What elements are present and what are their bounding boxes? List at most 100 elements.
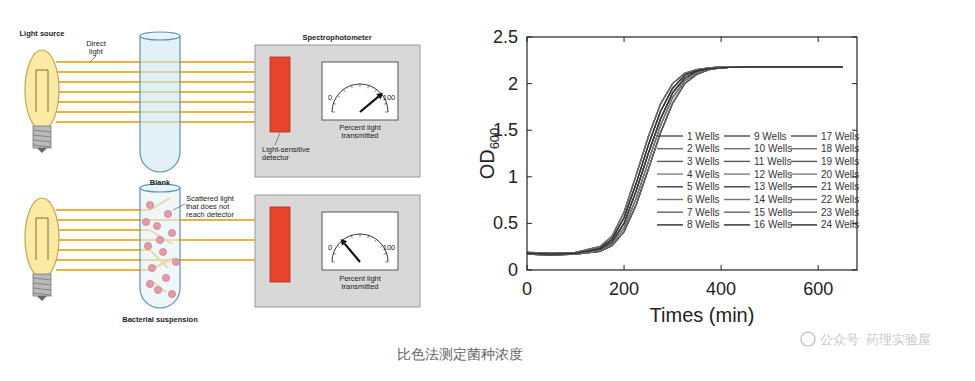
needle — [360, 97, 378, 112]
meter-label: transmitted — [341, 282, 378, 291]
base-thread — [33, 288, 51, 290]
needle-head — [376, 93, 383, 100]
meter-tick — [333, 103, 336, 105]
y-tick-label: 2.5 — [493, 27, 518, 47]
y-tick — [527, 83, 532, 84]
legend-entry: 6 Wells — [687, 194, 720, 205]
growth-curve — [527, 67, 842, 254]
bacterium — [144, 242, 151, 249]
base-thread — [33, 140, 51, 142]
legend: 1 Wells2 Wells3 Wells4 Wells5 Wells6 Wel… — [657, 131, 859, 231]
growth-curve — [527, 67, 842, 254]
legend-entry: 9 Wells — [754, 131, 787, 142]
light-beam — [56, 239, 150, 241]
x-tick — [624, 37, 625, 42]
legend-swatch — [791, 135, 817, 136]
growth-curve — [527, 67, 842, 254]
meter-tick — [375, 89, 377, 91]
detector-label: detector — [262, 153, 290, 162]
meter-tick — [333, 253, 336, 255]
legend-entry: 3 Wells — [687, 156, 720, 167]
x-tick — [721, 37, 722, 42]
light-source-label: Light source — [19, 29, 64, 38]
y-tick — [852, 37, 857, 38]
y-axis-label: OD600 — [476, 128, 502, 180]
pointer — [275, 133, 280, 145]
legend-swatch — [724, 161, 750, 162]
meter-tick — [351, 85, 353, 88]
base-thread — [33, 145, 51, 147]
legend-entry: 15 Wells — [754, 207, 792, 218]
light-beam — [56, 219, 150, 221]
legend-entry: 5 Wells — [687, 181, 720, 192]
legend-swatch — [724, 135, 750, 136]
legend-entry: 22 Wells — [821, 194, 859, 205]
legend-swatch — [657, 224, 683, 225]
growth-curve — [527, 67, 842, 253]
legend-entry: 24 Wells — [821, 219, 859, 230]
filament — [36, 218, 48, 260]
spectrophotometer-box — [255, 195, 420, 307]
legend-swatch — [791, 148, 817, 149]
light-beam — [56, 209, 150, 211]
legend-entry: 16 Wells — [754, 219, 792, 230]
chart: 020040060000.511.522.5Times (min)OD6001 … — [476, 27, 859, 326]
legend-swatch — [791, 186, 817, 187]
bacterium — [162, 274, 169, 281]
x-axis-label: Times (min) — [650, 304, 755, 326]
growth-curve — [527, 67, 842, 255]
bulb-tip — [37, 296, 47, 301]
growth-curve — [527, 67, 842, 253]
meter-max: 100 — [383, 93, 396, 102]
legend-swatch — [724, 199, 750, 200]
growth-curve — [527, 67, 842, 254]
legend-swatch — [724, 211, 750, 212]
light-beam — [56, 249, 150, 251]
meter-tick — [375, 239, 377, 241]
legend-entry: 21 Wells — [821, 181, 859, 192]
legend-swatch — [657, 211, 683, 212]
x-tick-label: 0 — [522, 279, 532, 299]
legend-entry: 7 Wells — [687, 207, 720, 218]
bulb-tip — [37, 148, 47, 153]
bacterium — [153, 222, 160, 229]
meter-tick — [332, 112, 335, 113]
detector — [270, 57, 290, 132]
meter: 0100 — [322, 62, 398, 120]
growth-curve — [527, 67, 842, 254]
legend-swatch — [724, 224, 750, 225]
light-beam — [56, 229, 150, 231]
test-tube — [140, 188, 180, 308]
bacterium — [156, 236, 163, 243]
spectrophotometer-label: Spectrophotometer — [302, 33, 371, 42]
page: 01000100Light sourceDirectlightBlankSpec… — [0, 0, 975, 381]
meter-tick — [367, 235, 369, 238]
meter-tick — [367, 85, 369, 88]
growth-curve — [527, 67, 842, 254]
y-tick-label: 0.5 — [493, 213, 518, 233]
bacterium — [142, 218, 149, 225]
background — [0, 0, 975, 381]
bulb-base — [33, 274, 51, 296]
growth-curve — [527, 67, 842, 254]
meter-label: transmitted — [341, 131, 378, 140]
tube-rim — [140, 32, 180, 40]
growth-curve — [527, 67, 842, 255]
watermark: 公众号药理实验屋 — [801, 332, 931, 347]
bacterium — [146, 280, 153, 287]
growth-curve — [527, 67, 842, 254]
legend-entry: 20 Wells — [821, 169, 859, 180]
detector — [270, 207, 290, 282]
y-tick-label: 2 — [508, 74, 518, 94]
meter-tick — [385, 262, 388, 263]
bacterium — [146, 201, 153, 208]
bulb-glass — [25, 50, 59, 130]
test-tube — [140, 36, 180, 172]
legend-swatch — [791, 161, 817, 162]
meter-face — [322, 212, 398, 270]
y-tick — [527, 37, 532, 38]
spectrophotometer-diagram: 01000100Light sourceDirectlightBlankSpec… — [19, 29, 420, 324]
meter-min: 0 — [328, 243, 332, 252]
light-bulb — [25, 50, 59, 153]
legend-swatch — [657, 148, 683, 149]
